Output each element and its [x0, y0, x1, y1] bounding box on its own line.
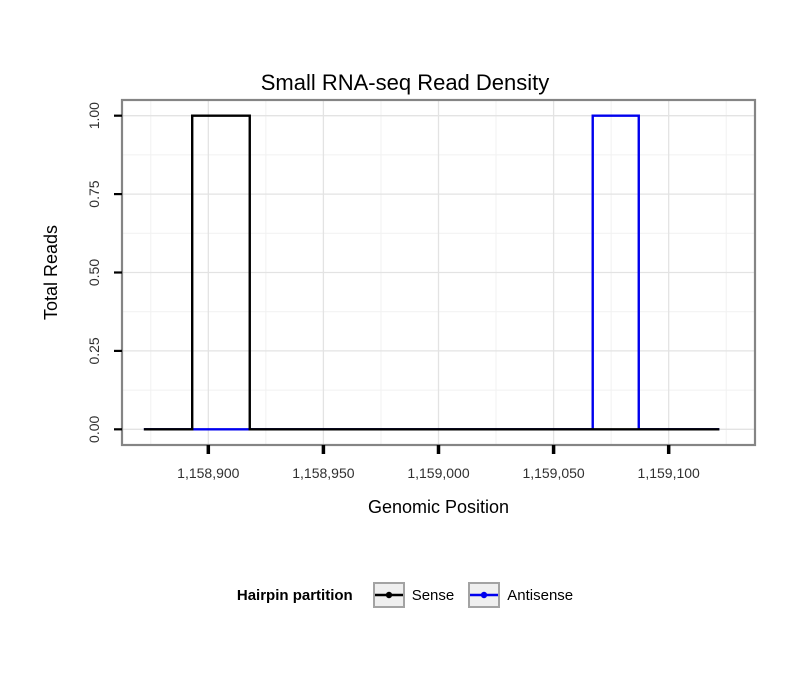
series-line-sense: [143, 114, 720, 431]
chart-title: Small RNA-seq Read Density: [260, 70, 550, 95]
y-tick-label: 0.25: [86, 337, 102, 364]
legend-key-antisense-icon: [468, 582, 501, 608]
x-tick-label: 1,159,100: [638, 465, 700, 481]
y-tick-label: 1.00: [86, 102, 102, 129]
y-tick-label: 0.50: [86, 259, 102, 286]
plot-canvas: 1,158,900 1,158,950 1,159,000 1,159,050 1,15…: [41, 98, 757, 517]
antisense-line-point-icon: [470, 591, 499, 599]
x-axis-title: Genomic Position: [368, 497, 509, 517]
x-tick-label: 1,158,950: [292, 465, 354, 481]
legend-label-antisense: Antisense: [507, 586, 574, 604]
x-tick-label: 1,159,000: [407, 465, 469, 481]
x-tick-label: 1,159,050: [522, 465, 584, 481]
legend: Hairpin partition Sense Antisense: [0, 582, 810, 608]
legend-key-sense-icon: [372, 582, 405, 608]
legend-item-sense: Sense: [372, 582, 455, 608]
legend-title: Hairpin partition: [236, 586, 353, 604]
x-tick-label: 1,158,900: [177, 465, 239, 481]
legend-label-sense: Sense: [411, 586, 455, 604]
y-axis-title: Total Reads: [41, 225, 61, 320]
sense-line-point-icon: [374, 591, 403, 599]
y-tick-label: 0.00: [86, 415, 102, 442]
y-tick-label: 0.75: [86, 180, 102, 207]
legend-item-antisense: Antisense: [468, 582, 573, 608]
